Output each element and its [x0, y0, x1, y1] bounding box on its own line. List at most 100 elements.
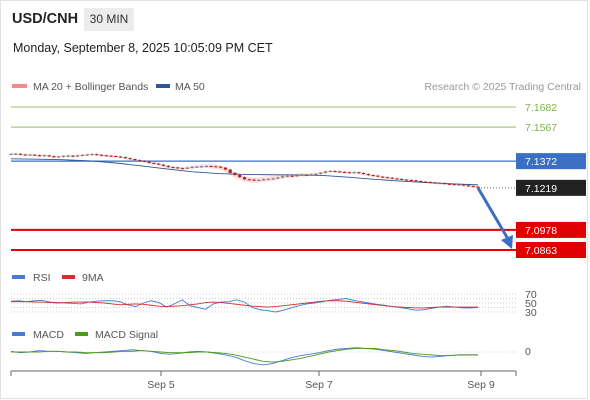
candle	[204, 166, 208, 168]
candle	[271, 178, 275, 180]
candle	[138, 160, 142, 162]
candle	[438, 183, 442, 185]
candle	[85, 154, 89, 156]
legend-swatch-9ma	[62, 275, 75, 279]
candle	[309, 174, 313, 176]
candle	[381, 176, 385, 178]
candle	[352, 172, 356, 174]
x-tick-sep9: Sep 9	[467, 379, 495, 391]
candle	[133, 159, 137, 161]
candle	[223, 167, 228, 170]
candle	[28, 154, 32, 156]
rsi-tick-30: 30	[525, 307, 537, 319]
candle	[180, 168, 185, 170]
candle	[457, 184, 461, 186]
candle	[447, 183, 452, 185]
legend-swatch-rsi	[12, 275, 25, 279]
bollinger-band	[11, 152, 478, 189]
candle	[242, 177, 247, 180]
candle	[443, 183, 447, 185]
candle	[152, 162, 156, 164]
level-tag	[516, 242, 586, 258]
candle	[452, 184, 456, 186]
candle	[209, 166, 213, 168]
candle	[214, 166, 218, 168]
candle	[285, 175, 289, 177]
candle	[90, 154, 94, 156]
candle	[357, 172, 361, 174]
legend-ma50: MA 50	[175, 81, 205, 93]
candle	[119, 156, 123, 158]
candle	[128, 158, 132, 160]
level-tag	[516, 179, 586, 196]
candle	[52, 156, 56, 158]
x-tick-sep5: Sep 5	[147, 379, 175, 391]
attribution: Research © 2025 Trading Central	[424, 81, 581, 93]
legend-ma20: MA 20 + Bollinger Bands	[33, 81, 148, 93]
candle	[66, 155, 70, 157]
candle	[95, 154, 99, 156]
legend-macd: MACD	[33, 329, 64, 341]
macd-line	[10, 347, 478, 366]
candle	[404, 179, 409, 181]
candle	[228, 169, 232, 173]
candle	[347, 172, 351, 174]
candle	[114, 156, 118, 158]
candle	[61, 156, 66, 158]
candle	[362, 173, 366, 175]
ma50-line	[10, 158, 479, 186]
candle	[47, 155, 51, 157]
price-panel: 7.1682 7.1567 7.1372 7.1219 7.0978 7.0863	[9, 102, 586, 258]
candle	[200, 166, 204, 168]
candle	[57, 156, 61, 158]
candle	[390, 177, 394, 179]
candle	[166, 165, 170, 168]
candle	[247, 179, 251, 181]
rsi-panel	[10, 293, 516, 313]
candle	[37, 155, 42, 157]
candle	[23, 154, 27, 156]
candle	[161, 164, 166, 166]
level-label: 7.1219	[525, 183, 557, 195]
candle	[376, 175, 380, 177]
candle	[371, 175, 375, 177]
datetime-label: Monday, September 8, 2025 10:05:09 PM CE…	[13, 41, 273, 55]
candle	[471, 186, 475, 188]
candle	[428, 182, 432, 184]
macd-panel	[10, 347, 516, 366]
candle	[319, 172, 323, 174]
level-tag	[516, 221, 586, 238]
candle	[190, 167, 194, 169]
candle	[157, 163, 161, 165]
candle	[476, 186, 480, 188]
candle	[328, 171, 332, 173]
legend-swatch-ma50	[156, 84, 170, 88]
candle	[266, 178, 270, 180]
chart-frame	[0, 36, 588, 399]
chart-header: USD/CNH 30 MIN	[0, 0, 588, 36]
candle	[185, 167, 189, 169]
level-label: 7.0863	[525, 245, 557, 257]
candle	[18, 153, 23, 155]
candle	[400, 178, 404, 180]
candle	[238, 174, 242, 178]
candle	[290, 175, 294, 177]
candle	[33, 154, 37, 156]
candle	[295, 175, 299, 177]
candle	[9, 153, 13, 155]
candle	[257, 179, 261, 181]
candle	[466, 185, 471, 187]
candle	[42, 155, 46, 157]
level-label: 7.1372	[525, 156, 557, 168]
candle	[338, 171, 342, 173]
candle	[276, 177, 280, 179]
candle	[314, 173, 318, 175]
forecast-arrow-head	[501, 235, 513, 250]
rsi-tick-70: 70	[525, 289, 537, 301]
candle	[71, 155, 75, 157]
candle	[333, 171, 337, 173]
candle	[433, 182, 437, 184]
candle	[109, 155, 113, 157]
interval-button[interactable]: 30 MIN	[84, 8, 134, 31]
legend-9ma: 9MA	[82, 272, 104, 284]
